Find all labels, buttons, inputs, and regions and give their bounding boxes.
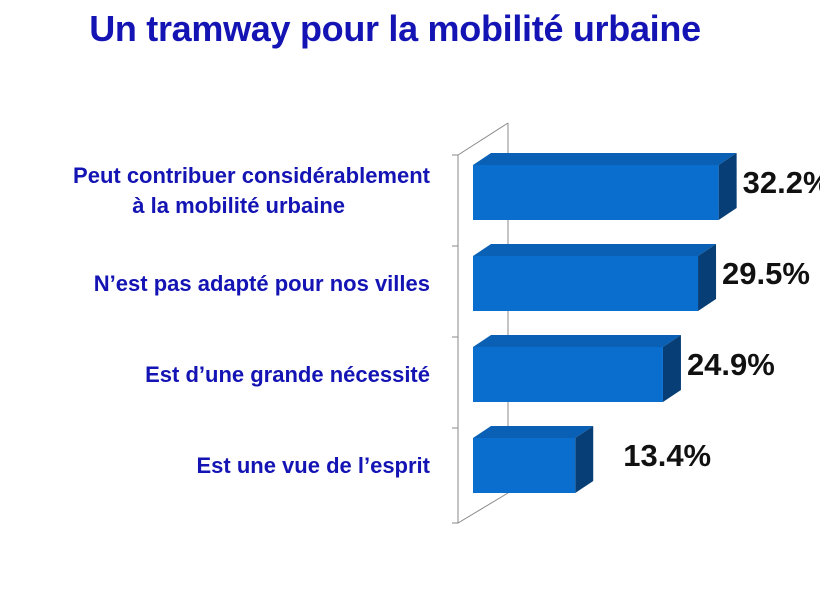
bar-side-face <box>662 335 681 402</box>
bar-side-face <box>698 244 717 311</box>
value-label: 24.9% <box>686 347 775 382</box>
category-label-line: N’est pas adapté pour nos villes <box>93 270 430 296</box>
category-label: N’est pas adapté pour nos villes <box>0 269 430 299</box>
category-label: Peut contribuer considérablement à la mob… <box>0 161 430 221</box>
value-label: 13.4% <box>623 438 712 473</box>
bar-top-face <box>473 335 681 347</box>
bar <box>473 347 663 402</box>
bar-top-face <box>473 153 737 165</box>
chart-title: Un tramway pour la mobilité urbaine <box>89 8 701 49</box>
axis-depth-line <box>457 122 509 156</box>
bar-top-face <box>473 426 594 438</box>
bar-side-face <box>718 153 737 220</box>
category-label: Est d’une grande nécessité <box>0 360 430 390</box>
category-label-line: Peut contribuer considérablement <box>73 162 430 188</box>
value-label: 29.5% <box>722 256 810 291</box>
bar <box>473 256 699 311</box>
category-label: Est une vue de l’esprit <box>0 451 430 481</box>
category-label-line: à la mobilité urbaine <box>132 192 345 218</box>
bar-top-face <box>473 244 717 256</box>
category-label-line: Est d’une grande nécessité <box>145 361 430 387</box>
category-label-line: Est une vue de l’esprit <box>196 452 430 478</box>
bar-side-face <box>575 426 594 493</box>
value-label: 32.2% <box>742 165 820 200</box>
bar <box>473 165 719 220</box>
bar <box>473 438 576 493</box>
